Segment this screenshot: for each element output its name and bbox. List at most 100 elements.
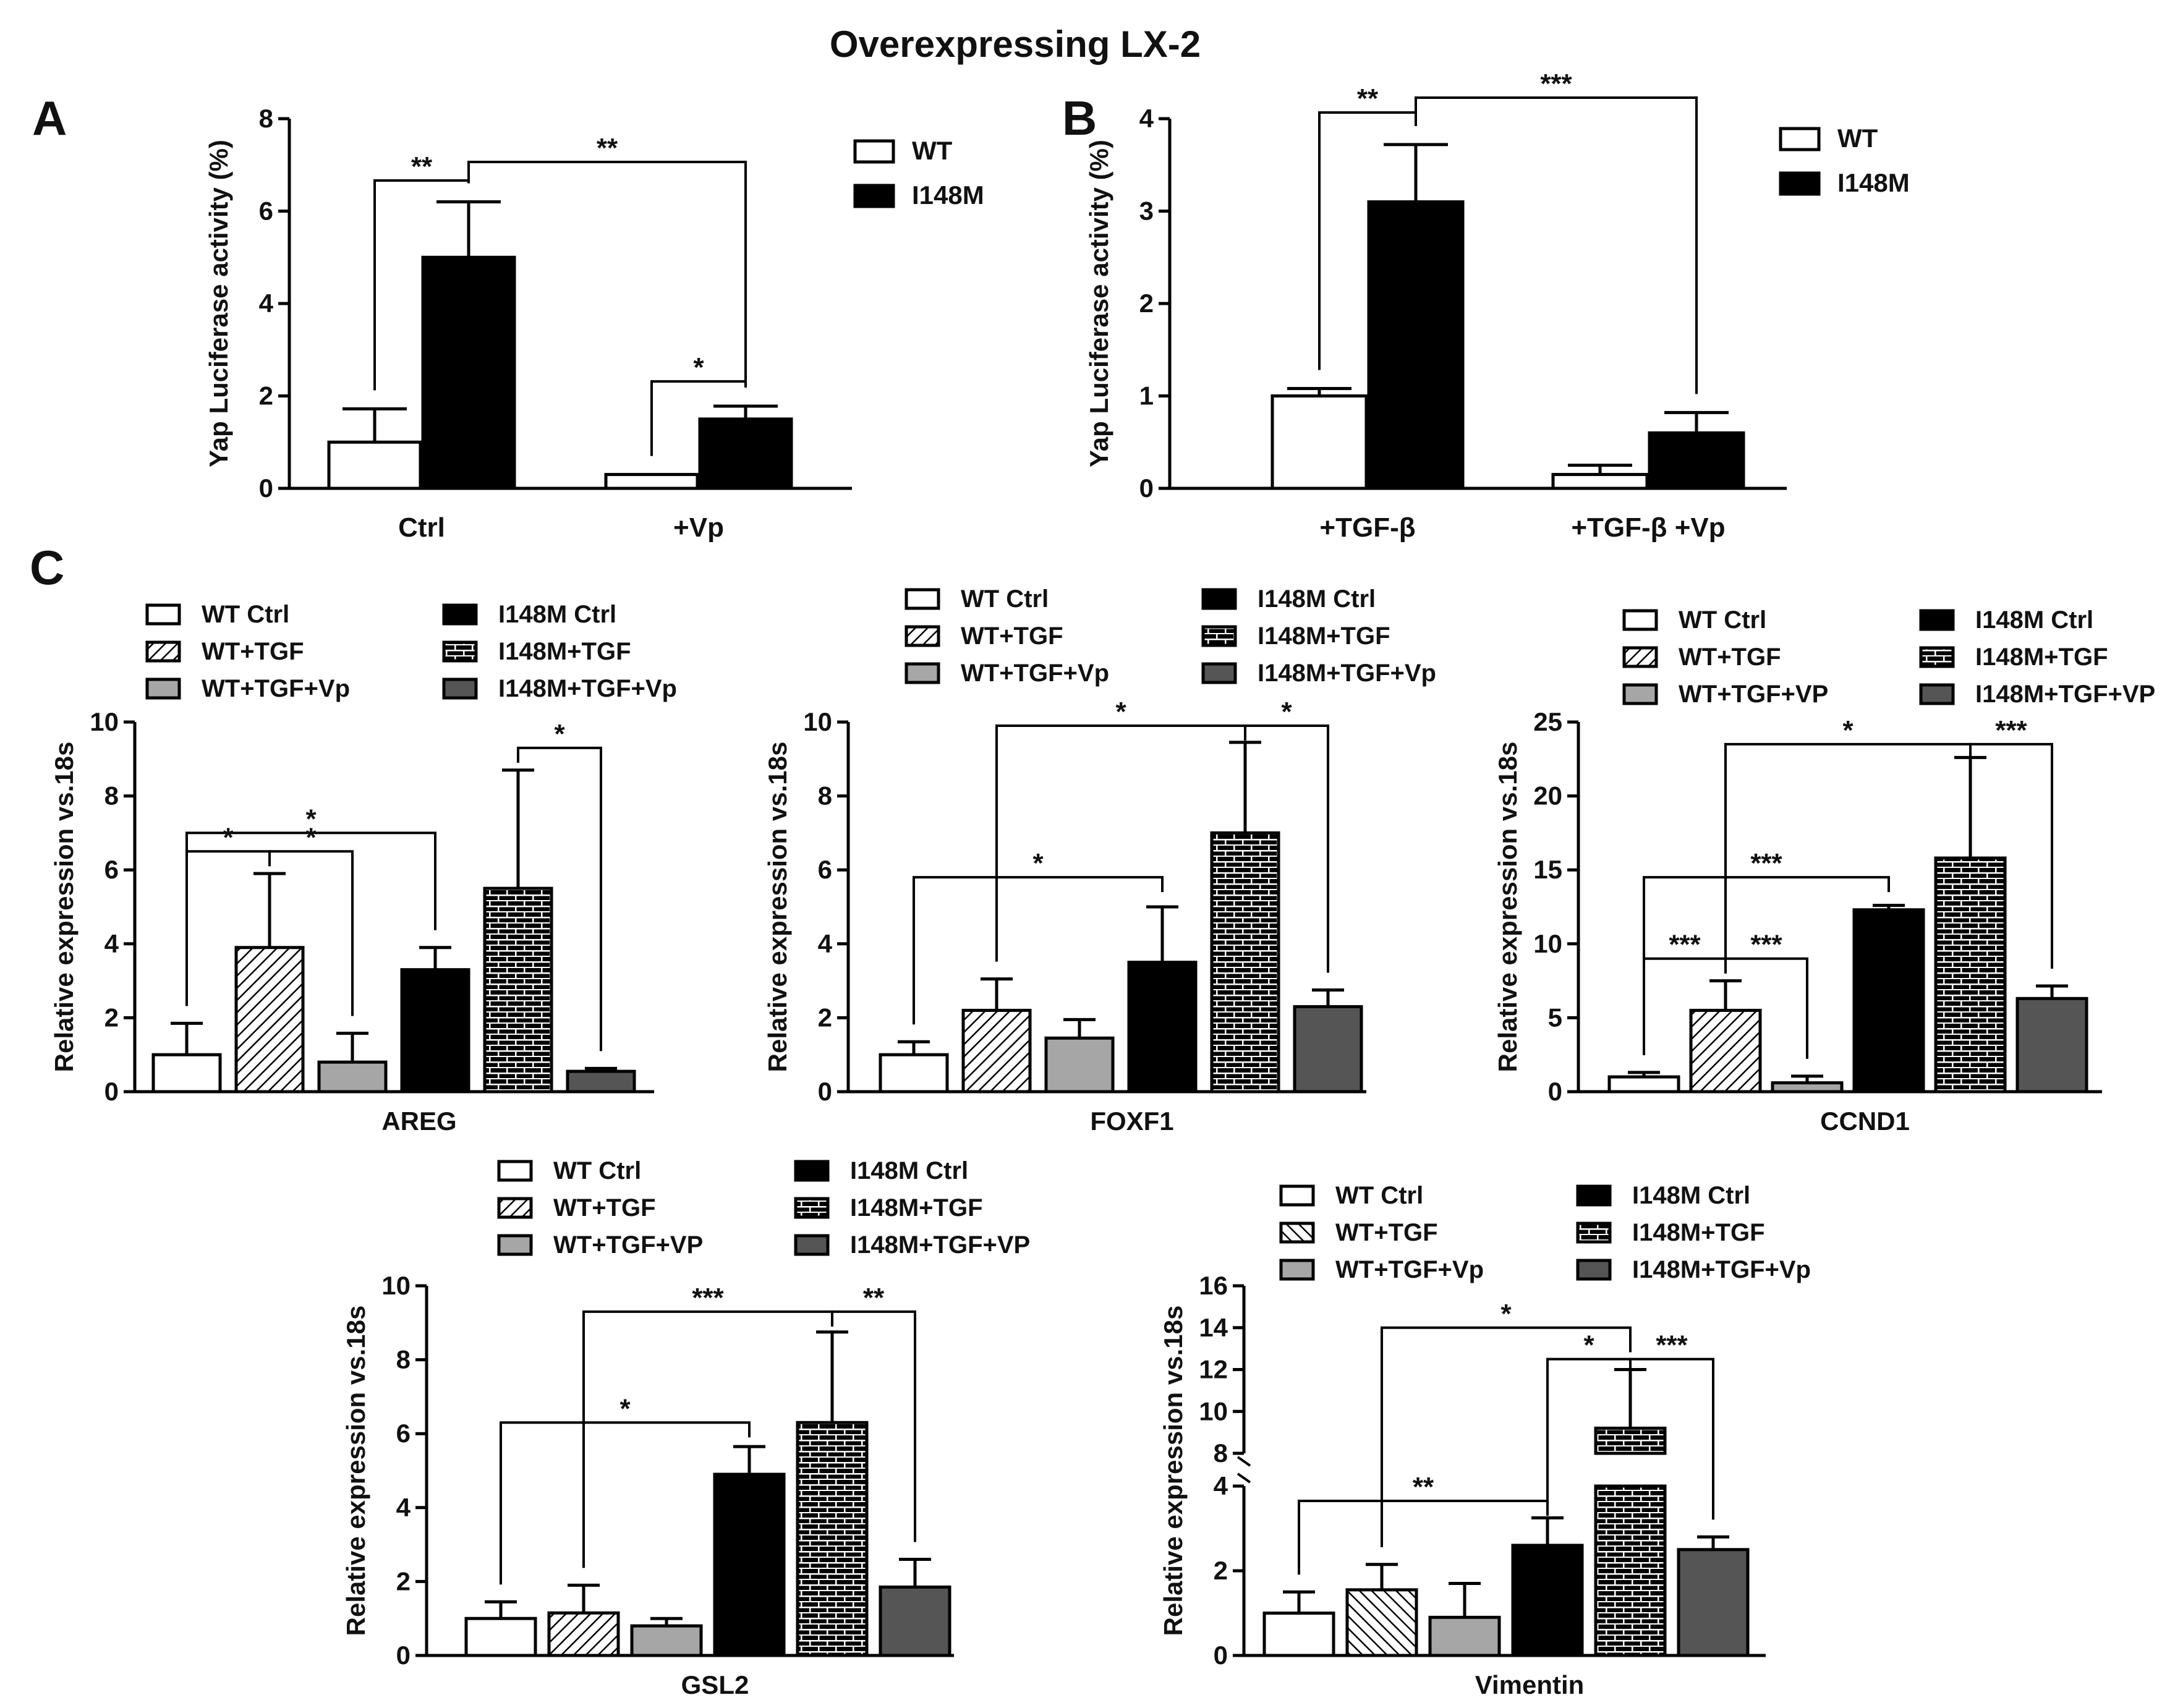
- y-axis-label: Relative expression vs.18s: [1159, 1306, 1188, 1636]
- bar-wt: [1271, 394, 1368, 490]
- y-tick-label: 20: [1533, 781, 1562, 810]
- legend-label: I148M+TGF+VP: [1975, 681, 2155, 708]
- significance-stars: *: [1500, 1299, 1512, 1329]
- bar-wt-tgf: [234, 946, 305, 1094]
- bar-i148m: [421, 255, 516, 490]
- significance-bracket: [1629, 1357, 1714, 1520]
- legend-label: WT+TGF: [1335, 1219, 1438, 1246]
- y-tick-label: 8: [104, 781, 119, 810]
- bar-i148m-tgf: [1934, 856, 2007, 1094]
- significance-stars: *: [1281, 697, 1292, 727]
- legend-label: WT Ctrl: [961, 585, 1049, 613]
- bar-i148m-tgf: [483, 886, 553, 1094]
- legend-label: I148M Ctrl: [850, 1157, 968, 1184]
- y-tick-label: 0: [1214, 1641, 1228, 1670]
- significance-bracket: [650, 380, 747, 456]
- bar-wt-tgf-vp: [630, 1624, 703, 1657]
- x-category-label: +TGF-β +Vp: [1571, 512, 1725, 543]
- y-tick-label: 3: [1139, 197, 1154, 226]
- y-tick-label: 4: [1139, 104, 1154, 133]
- y-tick-label: 10: [1533, 929, 1562, 958]
- legend-label: WT+TGF+Vp: [202, 675, 350, 702]
- bar-wt-tgf: [961, 1008, 1032, 1094]
- legend-label: WT+TGF: [961, 622, 1063, 650]
- y-tick-label: 0: [396, 1641, 411, 1670]
- legend-swatch: [1919, 646, 1955, 668]
- significance-stars: *: [619, 1393, 631, 1424]
- y-tick-label: 2: [1214, 1556, 1228, 1585]
- charts-area: 0 2 4 6 8 Yap Luciferase activity (%) Ctrl +Vp *…: [49, 69, 2155, 1699]
- y-tick-label: 6: [396, 1419, 411, 1448]
- legend-label: WT Ctrl: [1335, 1182, 1423, 1209]
- significance-stars: *: [1032, 848, 1044, 878]
- panel-a: 0 2 4 6 8 Yap Luciferase activity (%) Ctrl +Vp *…: [204, 104, 984, 543]
- significance-stars: ***: [1750, 930, 1782, 960]
- legend-label: WT+TGF: [1679, 644, 1781, 671]
- legend-swatch: [497, 1197, 533, 1219]
- legend-swatch: [145, 640, 181, 663]
- bar-wt-tgf-vp: [1428, 1615, 1501, 1657]
- significance-bracket: [1969, 742, 2053, 969]
- significance-bracket: [1381, 1326, 1632, 1547]
- y-tick-label: 4: [1214, 1471, 1228, 1500]
- axis-break-mark: [1236, 1472, 1251, 1484]
- legend-label: WT+TGF+Vp: [961, 660, 1109, 687]
- bar-i148m-tgf-vp: [1677, 1548, 1750, 1657]
- y-tick-label: 6: [259, 197, 273, 226]
- y-axis-label: Relative expression vs.18s: [341, 1306, 370, 1636]
- legend-swatch: [1622, 683, 1658, 705]
- significance-stars: **: [411, 151, 433, 182]
- y-tick-label: 4: [104, 929, 119, 958]
- y-tick-label: 4: [259, 289, 274, 318]
- legend-swatch-i148m: [853, 184, 895, 208]
- legend-swatch: [442, 678, 478, 700]
- significance-stars: ***: [1656, 1330, 1688, 1361]
- legend-label: I148M: [912, 181, 984, 210]
- y-tick-label: 8: [818, 781, 832, 810]
- legend-swatch: [1576, 1259, 1612, 1281]
- y-axis-label: Relative expression vs.18s: [1493, 742, 1522, 1073]
- significance-stars: **: [1413, 1472, 1434, 1502]
- legend-swatch: [1279, 1222, 1315, 1244]
- bar-wt-ctrl: [1607, 1075, 1680, 1094]
- legend-swatch: [904, 662, 940, 684]
- significance-bracket: [467, 161, 747, 388]
- legend-swatch: [1622, 646, 1658, 668]
- y-tick-label: 12: [1199, 1355, 1228, 1384]
- significance-stars: *: [223, 822, 234, 852]
- legend-swatch: [1919, 609, 1955, 631]
- legend-label: WT+TGF+VP: [1679, 681, 1828, 708]
- significance-stars: *: [1115, 697, 1126, 727]
- legend-swatch: [145, 603, 181, 626]
- legend-swatch-wt: [853, 139, 895, 164]
- y-tick-label: 2: [396, 1566, 411, 1595]
- legend-swatch: [442, 640, 478, 663]
- significance-stars: **: [597, 133, 618, 163]
- y-tick-label: 4: [818, 929, 833, 958]
- bar-wt-tgf: [1689, 1008, 1762, 1094]
- y-tick-label: 5: [1548, 1003, 1562, 1032]
- legend-label: I148M+TGF+Vp: [1632, 1256, 1811, 1283]
- legend-swatch: [1201, 588, 1237, 610]
- significance-bracket: [500, 1421, 751, 1585]
- bar-i148m-tgf: [796, 1421, 869, 1657]
- legend-label: WT+TGF+VP: [553, 1231, 703, 1259]
- x-axis-label: AREG: [381, 1107, 456, 1136]
- legend-label: I148M Ctrl: [1975, 606, 2093, 634]
- legend-label: I148M+TGF: [1632, 1219, 1765, 1246]
- y-axis-label: Yap Luciferase activity (%): [204, 140, 233, 467]
- legend-label: I148M Ctrl: [1258, 585, 1376, 613]
- y-axis-label: Yap Luciferase activity (%): [1084, 140, 1113, 467]
- significance-stars: *: [1842, 715, 1854, 746]
- legend-label: I148M+TGF+Vp: [1258, 660, 1436, 687]
- legend-label: I148M Ctrl: [498, 601, 616, 628]
- significance-stars: ***: [692, 1283, 724, 1313]
- bar-i148m: [1367, 200, 1465, 490]
- legend-label: WT+TGF: [202, 638, 304, 665]
- panel-c-vimentin: 0 2 4 8 10 12 14 16 Relative expression vs.18s Vi…: [1159, 1182, 1811, 1699]
- y-tick-label: 2: [259, 381, 273, 410]
- significance-stars: **: [1357, 83, 1379, 114]
- significance-bracket: [582, 1310, 833, 1568]
